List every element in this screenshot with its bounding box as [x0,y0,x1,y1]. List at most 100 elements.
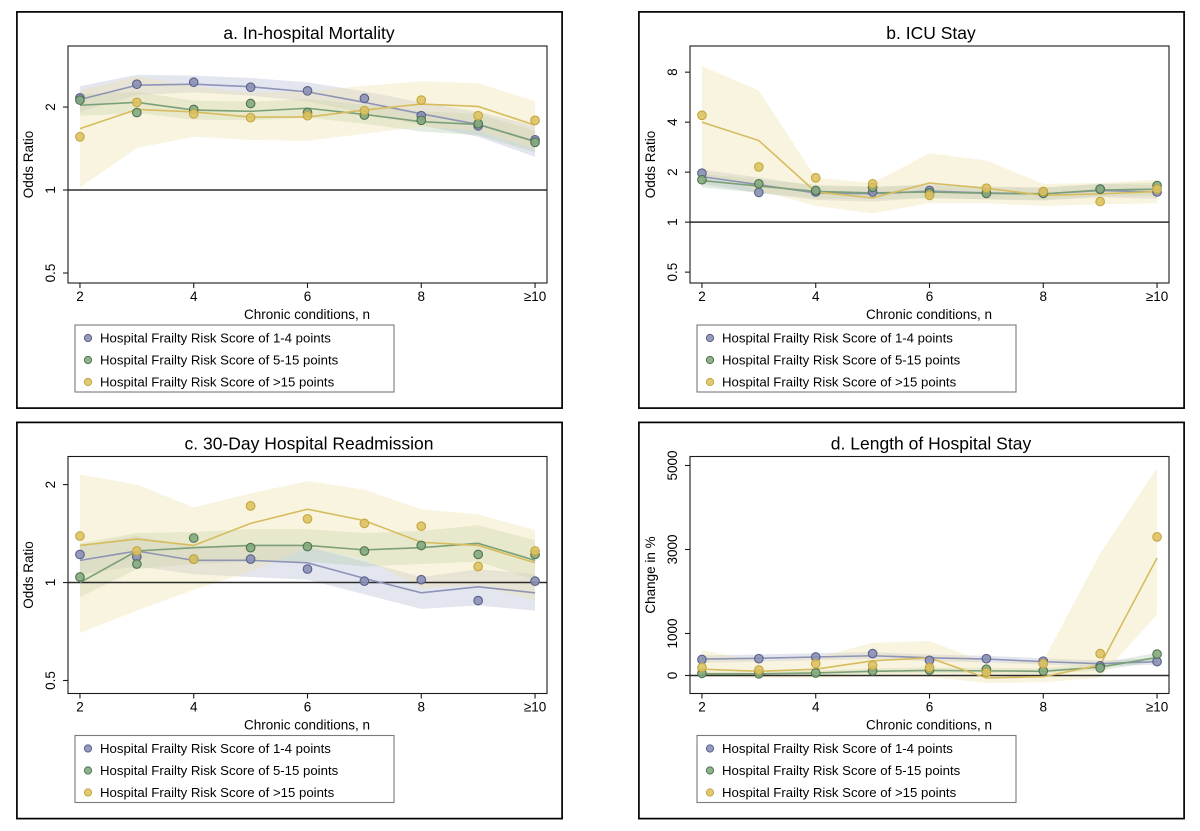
legend-label-hfrs_1_4: Hospital Frailty Risk Score of 1-4 point… [100,331,331,346]
data-point [245,82,256,93]
data-point [473,595,484,606]
data-point [1038,186,1049,197]
legend-label-hfrs_gt15: Hospital Frailty Risk Score of >15 point… [722,375,957,390]
legend-marker-hfrs_1_4 [83,744,93,753]
panel-c-30-day-readmission-chart: c. 30-Day Hospital Readmission 2 4 6 8 ≥10 Chr… [16,421,563,820]
data-point [810,172,821,183]
data-point [1038,658,1049,669]
legend-marker-hfrs_5_15 [705,355,715,365]
x-tick-label: 2 [698,700,706,715]
data-point [473,110,484,121]
data-point [245,542,256,553]
x-tick-label: ≥10 [1146,289,1168,304]
legend: Hospital Frailty Risk Score of 1-4 point… [74,734,395,804]
ci-band-hfrs_gt15 [79,474,536,633]
fit-line-hfrs_1_4 [79,550,536,594]
x-axis-title: Chronic conditions, n [866,718,992,733]
data-point [1095,196,1106,207]
data-point [1095,648,1106,659]
data-point [359,576,370,586]
legend-label-hfrs_gt15: Hospital Frailty Risk Score of >15 point… [100,375,335,390]
dots-hfrs_gt15 [697,110,1162,207]
legend-marker-hfrs_gt15 [83,377,93,387]
chart-title: b. ICU Stay [886,23,976,43]
legend-marker-hfrs_5_15 [83,766,93,775]
data-point [530,115,540,126]
panel-b-icu-stay-chart: b. ICU Stay 2 4 6 8 ≥10 Chronic conditions, n 0… [638,11,1185,409]
data-point [924,662,935,673]
legend-label-hfrs_gt15: Hospital Frailty Risk Score of >15 point… [722,785,957,800]
y-tick-label: 0 [665,672,680,680]
data-point [697,174,707,185]
x-tick-label: 4 [812,289,820,304]
legend-marker-hfrs_gt15 [705,377,715,387]
data-point [75,531,85,541]
data-point [1152,184,1162,194]
fit-line-hfrs_gt15 [701,121,1158,199]
x-tick-label: 8 [418,700,426,715]
x-tick-label: ≥10 [524,289,546,304]
y-tick-label: 1 [43,186,58,194]
x-tick-label: 4 [190,289,198,304]
dots-hfrs_gt15 [75,501,540,572]
y-axis-title: Odds Ratio [21,541,36,609]
y-tick-label: 1000 [665,618,680,648]
data-point [697,110,707,121]
ci-band-hfrs_gt15 [701,66,1158,214]
plot-area [68,474,547,633]
data-point [416,540,427,551]
legend-label-hfrs_1_4: Hospital Frailty Risk Score of 1-4 point… [722,331,953,346]
y-tick-label: 2 [43,481,58,489]
x-tick-label: ≥10 [524,700,546,715]
legend-label-hfrs_1_4: Hospital Frailty Risk Score of 1-4 point… [722,741,953,756]
data-point [1095,663,1106,673]
dots-hfrs_gt15 [697,532,1162,678]
y-axis: 0.5 1 2 Odds Ratio [21,481,68,690]
legend-label-hfrs_1_4: Hospital Frailty Risk Score of 1-4 point… [100,741,331,756]
x-axis: 2 4 6 8 ≥10 Chronic conditions, n [76,693,546,733]
y-tick-label: 0.5 [665,263,680,282]
legend-box [74,324,395,393]
y-tick-label: 0.5 [43,264,58,283]
plot-area [690,467,1169,684]
data-point [924,190,935,201]
data-point [530,576,540,586]
legend: Hospital Frailty Risk Score of 1-4 point… [74,324,395,393]
y-tick-label: 2 [665,168,680,176]
chart-title: d. Length of Hospital Stay [831,434,1032,454]
x-tick-label: 4 [812,700,820,715]
x-tick-label: ≥10 [1146,700,1168,715]
panel-a-in-hospital-mortality-chart: a. In-hospital Mortality 2 4 6 8 ≥10 Chronic c… [16,11,563,409]
data-point [416,574,427,585]
x-axis: 2 4 6 8 ≥10 Chronic conditions, n [76,283,546,322]
data-point [810,668,821,678]
y-tick-label: 5000 [665,450,680,480]
data-point [245,112,256,123]
legend: Hospital Frailty Risk Score of 1-4 point… [696,324,1017,393]
data-point [359,105,370,116]
x-tick-label: 6 [304,289,312,304]
data-point [359,546,370,556]
data-point [359,93,370,104]
plot-area [690,66,1169,223]
legend-label-hfrs_5_15: Hospital Frailty Risk Score of 5-15 poin… [722,763,961,778]
x-axis: 2 4 6 8 ≥10 Chronic conditions, n [698,693,1168,733]
data-point [75,95,85,105]
legend-box [696,734,1017,804]
data-point [302,85,313,96]
data-point [697,662,707,673]
y-axis: 0.5 1 2 Odds Ratio [21,103,68,282]
legend-label-hfrs_5_15: Hospital Frailty Risk Score of 5-15 poin… [100,353,339,368]
data-point [1095,184,1106,194]
data-point [697,654,707,665]
data-point [473,549,484,560]
legend-marker-hfrs_1_4 [83,333,93,343]
data-point [131,79,142,90]
data-point [245,554,256,565]
dots-hfrs_gt15 [75,95,540,142]
data-point [131,559,142,569]
data-point [302,564,313,574]
data-point [867,660,878,671]
chart-title: c. 30-Day Hospital Readmission [185,434,434,454]
